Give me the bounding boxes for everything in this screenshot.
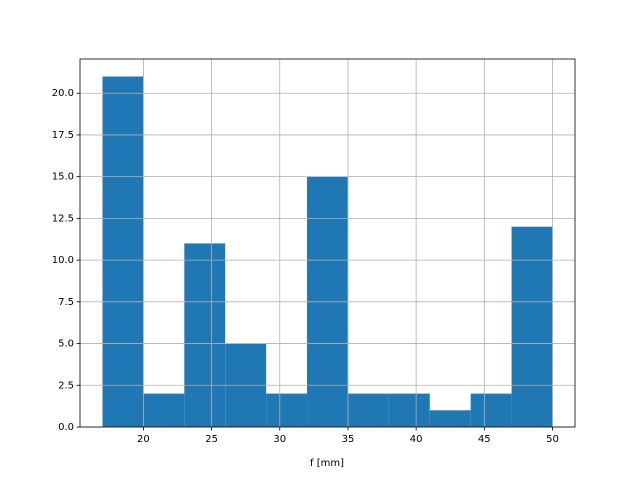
y-tick-label: 0.0	[58, 422, 74, 433]
y-tick-label: 20.0	[52, 88, 74, 99]
y-tick-label: 17.5	[52, 130, 74, 141]
y-tick-label: 10.0	[52, 255, 74, 266]
bar	[143, 393, 185, 427]
bar	[511, 226, 553, 427]
y-tick-label: 5.0	[58, 339, 74, 350]
y-tick-label: 12.5	[52, 213, 74, 224]
x-tick-label: 25	[205, 434, 218, 445]
bar	[388, 393, 430, 427]
x-tick-label: 35	[342, 434, 355, 445]
x-tick-label: 45	[478, 434, 491, 445]
y-tick-label: 2.5	[58, 380, 74, 391]
bar	[266, 393, 308, 427]
plot-frame	[79, 58, 576, 428]
bar	[347, 393, 389, 427]
x-tick-label: 40	[410, 434, 423, 445]
y-tick-label: 15.0	[52, 172, 74, 183]
bar	[429, 410, 471, 427]
bar	[184, 243, 226, 427]
y-tick-label: 7.5	[58, 297, 74, 308]
x-tick-label: 20	[137, 434, 150, 445]
x-tick-label: 30	[273, 434, 286, 445]
x-axis-label: f [mm]	[310, 458, 344, 469]
bar	[102, 76, 144, 428]
x-tick-label: 50	[546, 434, 559, 445]
bar	[470, 393, 512, 427]
